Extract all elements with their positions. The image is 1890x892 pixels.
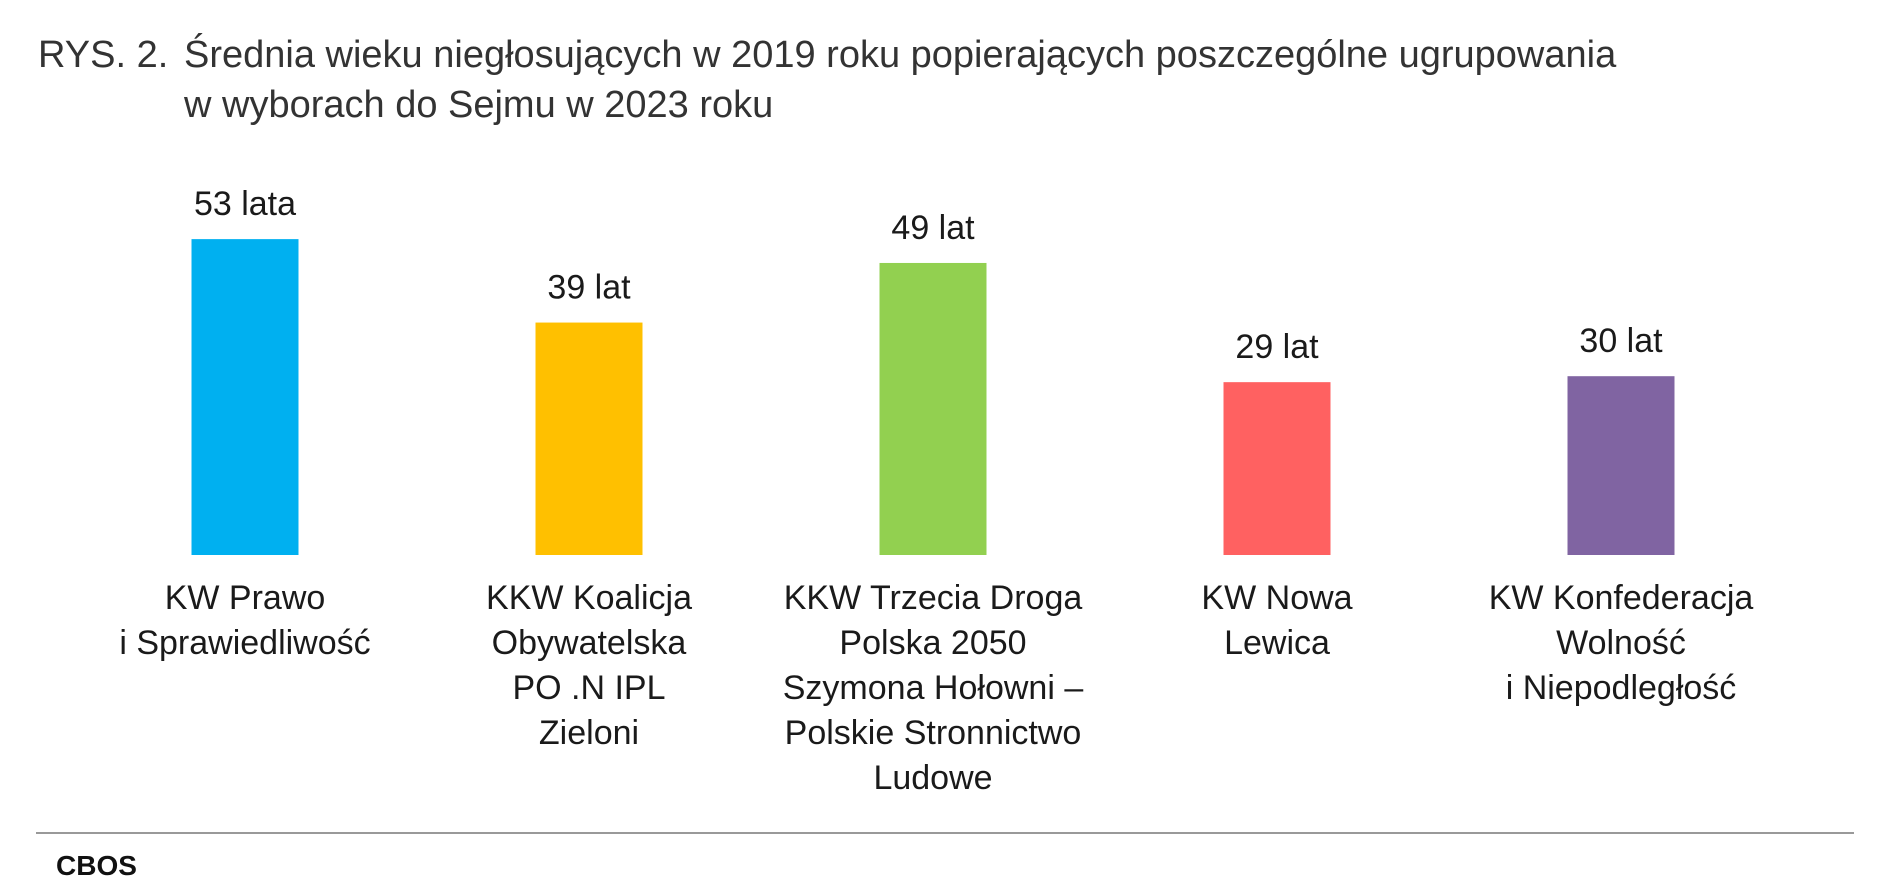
category-label-4: KW Nowa Lewica bbox=[1201, 579, 1352, 662]
bar-5 bbox=[1567, 376, 1675, 555]
bar-4 bbox=[1223, 382, 1331, 555]
category-label-3-line-1: KKW Trzecia Droga bbox=[784, 579, 1083, 617]
category-label-5-line-3: i Niepodległość bbox=[1506, 669, 1737, 707]
category-label-5: KW Konfederacja Wolność i Niepodległość bbox=[1489, 579, 1754, 707]
category-label-3-line-5: Ludowe bbox=[873, 759, 992, 797]
bar-2 bbox=[535, 322, 643, 555]
chart-title-text-1: Średnia wieku niegłosujących w 2019 roku… bbox=[184, 34, 1617, 76]
category-label-1-line-2: i Sprawiedliwość bbox=[119, 624, 370, 662]
category-label-2-line-2: Obywatelska bbox=[492, 624, 687, 662]
category-label-4-line-1: KW Nowa bbox=[1201, 579, 1352, 617]
bar-chart: 53 lata KW Prawo i Sprawiedliwość 39 lat KKW… bbox=[119, 185, 1754, 797]
source-label: CBOS bbox=[56, 850, 137, 881]
bar-3 bbox=[879, 262, 987, 555]
category-label-3-line-2: Polska 2050 bbox=[839, 624, 1026, 662]
category-label-2: KKW Koalicja Obywatelska PO .N IPL Zieloni bbox=[486, 579, 692, 752]
footer-divider bbox=[36, 832, 1854, 834]
category-label-1-line-1: KW Prawo bbox=[165, 579, 326, 617]
category-label-5-line-2: Wolność bbox=[1556, 624, 1686, 662]
value-label-1: 53 lata bbox=[194, 185, 296, 223]
value-label-4: 29 lat bbox=[1235, 328, 1319, 366]
figure-number: RYS. 2. bbox=[38, 34, 169, 76]
chart-title-line-1: RYS. 2. Średnia wieku niegłosujących w 20… bbox=[38, 30, 1838, 80]
category-label-5-line-1: KW Konfederacja bbox=[1489, 579, 1754, 617]
category-label-2-line-4: Zieloni bbox=[539, 714, 639, 752]
bar-1 bbox=[191, 239, 299, 555]
chart-title-line-2: w wyborach do Sejmu w 2023 roku bbox=[184, 84, 774, 126]
value-label-3: 49 lat bbox=[891, 209, 975, 247]
value-label-2: 39 lat bbox=[547, 269, 631, 307]
category-label-2-line-3: PO .N IPL bbox=[512, 669, 665, 707]
value-label-5: 30 lat bbox=[1579, 322, 1663, 360]
category-label-3: KKW Trzecia Droga Polska 2050 Szymona Hoło… bbox=[783, 579, 1084, 797]
category-label-3-line-4: Polskie Stronnictwo bbox=[785, 714, 1082, 752]
category-label-3-line-3: Szymona Hołowni – bbox=[783, 669, 1084, 707]
category-label-1: KW Prawo i Sprawiedliwość bbox=[119, 579, 370, 662]
chart-title: RYS. 2. Średnia wieku niegłosujących w 20… bbox=[38, 30, 1838, 130]
category-label-4-line-2: Lewica bbox=[1224, 624, 1330, 662]
category-label-2-line-1: KKW Koalicja bbox=[486, 579, 692, 617]
